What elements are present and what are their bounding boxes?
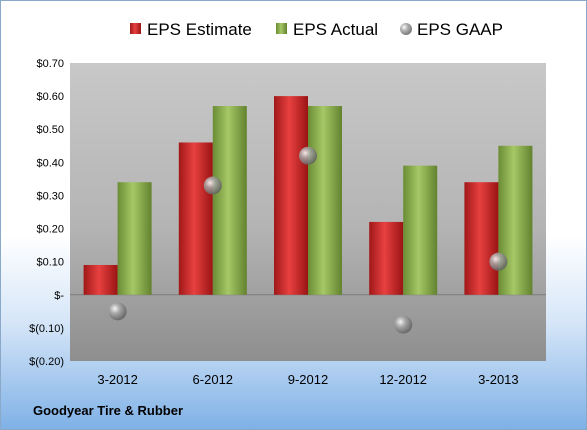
eps-estimate-bar xyxy=(83,264,118,295)
bars-layer xyxy=(70,96,546,296)
y-tick-label: $0.30 xyxy=(36,190,64,202)
x-tick-label: 6-2012 xyxy=(193,372,233,387)
x-axis: 3-2012 6-2012 9-2012 12-2012 3-2013 xyxy=(97,372,518,387)
x-tick-label: 3-2012 xyxy=(97,372,137,387)
eps-gaap-point xyxy=(394,315,413,334)
y-tick-label: $0.20 xyxy=(36,224,64,236)
eps-estimate-bar xyxy=(369,221,404,295)
company-name: Goodyear Tire & Rubber xyxy=(33,403,184,418)
eps-estimate-bar xyxy=(464,182,499,295)
y-tick-label: $0.40 xyxy=(36,157,64,169)
eps-gaap-point xyxy=(299,146,317,165)
eps-estimate-bar xyxy=(178,142,213,295)
legend-label-gaap: EPS GAAP xyxy=(417,20,503,39)
eps-gaap-point xyxy=(489,252,508,271)
eps-actual-bar xyxy=(308,106,342,295)
eps-actual-bar xyxy=(498,145,533,295)
legend-swatch-actual xyxy=(276,23,287,34)
y-tick-label: $(0.10) xyxy=(29,323,64,335)
x-tick-label: 3-2013 xyxy=(478,372,518,387)
eps-actual-bar xyxy=(117,182,152,295)
y-tick-label: $0.60 xyxy=(36,91,64,103)
gaap-points-layer xyxy=(108,146,508,334)
legend-label-actual: EPS Actual xyxy=(293,20,378,39)
y-tick-label: $0.10 xyxy=(36,257,64,269)
legend-swatch-gaap xyxy=(400,23,412,35)
y-tick-label: $0.70 xyxy=(36,58,64,70)
legend-label-estimate: EPS Estimate xyxy=(147,20,252,39)
eps-estimate-bar xyxy=(274,96,308,295)
y-tick-label: $0.50 xyxy=(36,124,64,136)
y-tick-label: $(0.20) xyxy=(29,356,64,368)
y-tick-label: $- xyxy=(54,290,64,302)
legend-swatch-estimate xyxy=(130,23,141,34)
eps-actual-bar xyxy=(403,165,438,295)
y-axis: $0.70 $0.60 $0.50 $0.40 $0.30 $0.20 $0.10 $- $(0… xyxy=(29,58,64,368)
x-tick-label: 12-2012 xyxy=(379,372,427,387)
legend: EPS Estimate EPS Actual EPS GAAP xyxy=(130,20,503,39)
eps-gaap-point xyxy=(108,302,127,321)
x-tick-label: 9-2012 xyxy=(288,372,328,387)
eps-gaap-point xyxy=(203,176,222,195)
eps-actual-bar xyxy=(212,106,247,295)
